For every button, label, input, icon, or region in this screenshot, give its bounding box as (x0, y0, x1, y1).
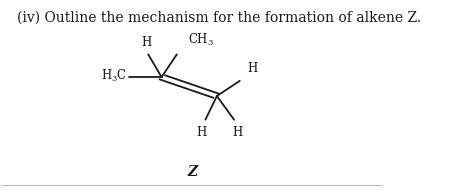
Text: (iv) Outline the mechanism for the formation of alkene Z.: (iv) Outline the mechanism for the forma… (17, 11, 420, 25)
Text: Z: Z (187, 165, 197, 179)
Text: $\mathregular{CH_3}$: $\mathregular{CH_3}$ (188, 32, 214, 48)
Text: $\mathregular{H_3C}$: $\mathregular{H_3C}$ (101, 68, 127, 84)
Text: H: H (196, 126, 206, 139)
Text: H: H (232, 126, 243, 139)
Text: H: H (141, 36, 151, 49)
Text: H: H (247, 62, 257, 75)
